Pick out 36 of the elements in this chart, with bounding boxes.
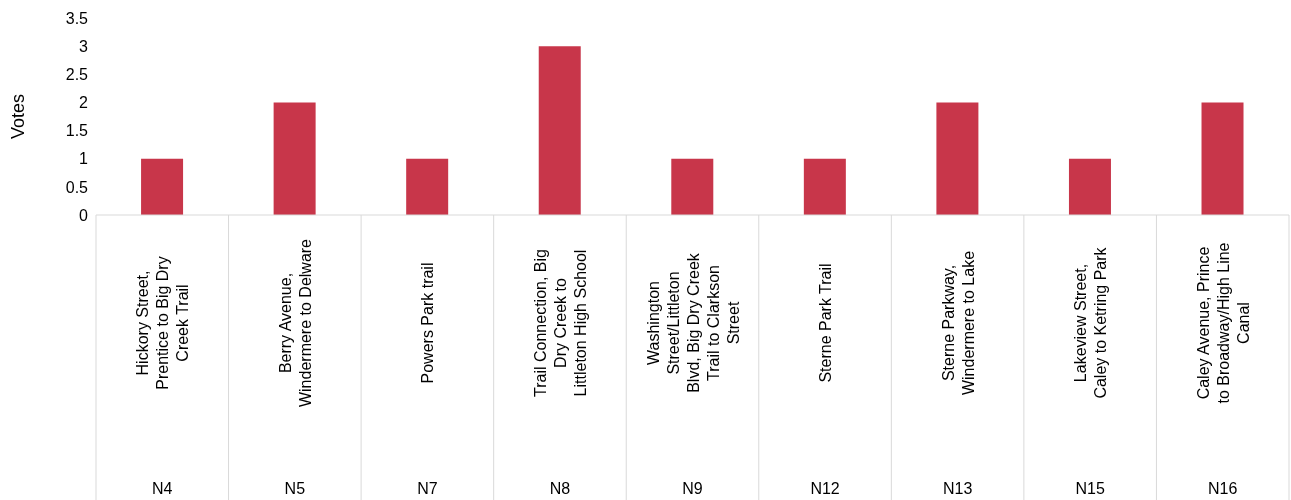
x-tick-label: Washington Street/Littleton Blvd, Big Dry Creek Trail to Clarkson Street xyxy=(644,252,742,393)
y-tick-label: 2.5 xyxy=(65,65,89,83)
y-tick-label: 1 xyxy=(79,150,89,168)
bar xyxy=(273,102,316,215)
text: N8 xyxy=(549,480,571,497)
bar xyxy=(406,158,449,215)
text: N7 xyxy=(417,480,438,497)
x-tick-label: Hickory Street, Prentice to Big Dry Creek Trail xyxy=(134,256,192,390)
text: N12 xyxy=(810,480,840,497)
x-tick-label: Sterne Park Trail xyxy=(817,263,835,383)
y-tick-label: 2 xyxy=(79,94,89,112)
y-tick-label: 3.5 xyxy=(65,9,89,27)
text: N15 xyxy=(1075,480,1105,497)
bar xyxy=(1068,158,1111,215)
x-tick-label: Lakeview Street, Caley to Ketring Park xyxy=(1072,246,1110,399)
bar xyxy=(936,102,979,215)
text: N4 xyxy=(152,480,173,497)
y-tick-label: 0 xyxy=(79,206,89,224)
bar xyxy=(1201,102,1244,215)
x-tick-label: Powers Park trail xyxy=(419,262,437,384)
y-tick-label: 3 xyxy=(79,37,89,55)
bar xyxy=(141,158,184,215)
text: N13 xyxy=(942,480,973,497)
y-tick-label: 0.5 xyxy=(65,178,89,196)
bar xyxy=(671,158,714,215)
x-tick-label: Caley Avenue, Prince to Broadway/High Line Canal xyxy=(1194,242,1252,404)
x-tick-label: Trail Connection, Big Dry Creek to Littleton High School xyxy=(531,249,589,397)
x-tick-label: Sterne Parkway, Windermere to Lake xyxy=(939,250,977,396)
y-tick-label: 1.5 xyxy=(65,122,89,140)
text: N9 xyxy=(682,480,703,497)
bar xyxy=(538,46,581,215)
bar xyxy=(803,158,846,215)
text: N5 xyxy=(284,480,306,497)
text: N16 xyxy=(1208,480,1238,497)
y-axis-title: Votes xyxy=(8,93,29,140)
x-tick-label: Berry Avenue, Windermere to Delware xyxy=(276,238,314,408)
